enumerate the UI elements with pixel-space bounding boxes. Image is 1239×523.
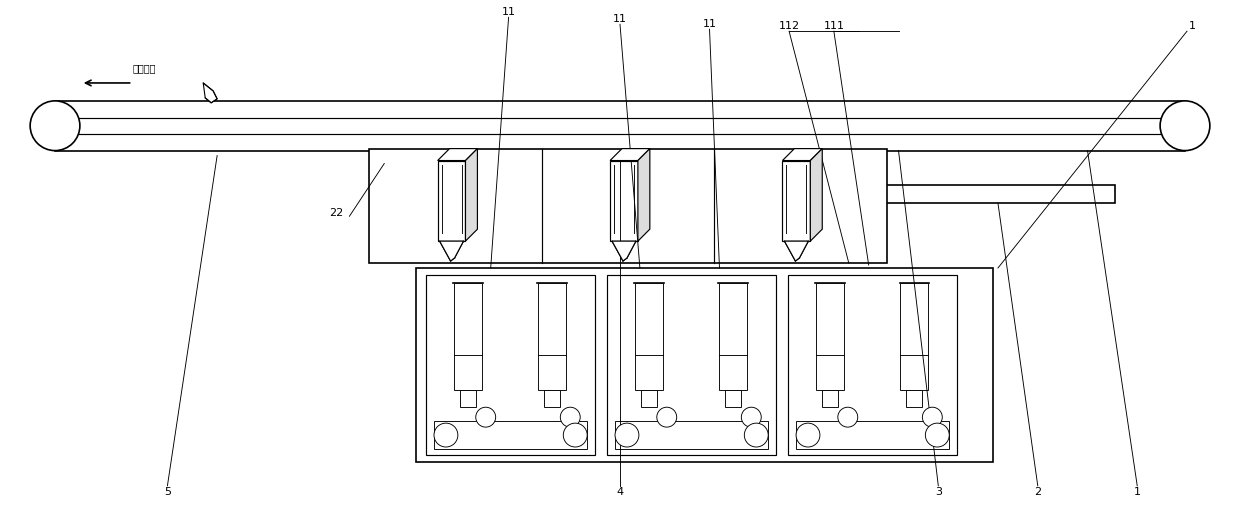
Ellipse shape bbox=[564, 423, 587, 447]
Ellipse shape bbox=[1160, 101, 1209, 151]
Bar bbox=[369, 149, 887, 263]
Text: 11: 11 bbox=[613, 14, 627, 24]
Polygon shape bbox=[466, 149, 477, 241]
Polygon shape bbox=[784, 241, 808, 261]
Polygon shape bbox=[610, 149, 649, 161]
Bar bbox=[901, 283, 928, 390]
Bar bbox=[544, 390, 560, 407]
Text: 111: 111 bbox=[824, 21, 844, 31]
Bar bbox=[434, 421, 587, 449]
Bar bbox=[607, 275, 776, 455]
Ellipse shape bbox=[434, 423, 458, 447]
Bar bbox=[817, 283, 844, 390]
Bar bbox=[795, 421, 949, 449]
Bar bbox=[907, 390, 922, 407]
Ellipse shape bbox=[926, 423, 949, 447]
Text: 送进压机: 送进压机 bbox=[133, 63, 156, 73]
Polygon shape bbox=[783, 149, 823, 161]
Bar bbox=[610, 161, 638, 241]
Bar bbox=[426, 275, 595, 455]
Bar bbox=[788, 275, 958, 455]
Bar bbox=[641, 390, 657, 407]
Bar bbox=[416, 268, 992, 462]
Ellipse shape bbox=[795, 423, 820, 447]
Text: 5: 5 bbox=[164, 487, 171, 497]
Ellipse shape bbox=[745, 423, 768, 447]
Bar bbox=[634, 283, 663, 390]
Text: 3: 3 bbox=[934, 487, 942, 497]
Bar bbox=[460, 390, 476, 407]
Polygon shape bbox=[203, 83, 217, 103]
Ellipse shape bbox=[657, 407, 676, 427]
Ellipse shape bbox=[560, 407, 580, 427]
Ellipse shape bbox=[838, 407, 857, 427]
Ellipse shape bbox=[615, 423, 639, 447]
Bar bbox=[453, 283, 482, 390]
Text: 11: 11 bbox=[502, 7, 515, 17]
Polygon shape bbox=[440, 241, 463, 261]
Bar bbox=[783, 161, 810, 241]
Bar bbox=[720, 283, 747, 390]
Bar bbox=[615, 421, 768, 449]
Polygon shape bbox=[437, 149, 477, 161]
Text: 112: 112 bbox=[778, 21, 799, 31]
Ellipse shape bbox=[741, 407, 761, 427]
Bar bbox=[437, 161, 466, 241]
Text: 22: 22 bbox=[330, 208, 343, 218]
Text: 1: 1 bbox=[1134, 487, 1141, 497]
Bar bbox=[821, 390, 838, 407]
Bar bbox=[807, 186, 1115, 203]
Bar bbox=[725, 390, 741, 407]
Ellipse shape bbox=[476, 407, 496, 427]
Bar bbox=[539, 283, 566, 390]
Text: 2: 2 bbox=[1035, 487, 1041, 497]
Text: 1: 1 bbox=[1188, 21, 1196, 31]
Ellipse shape bbox=[30, 101, 79, 151]
Polygon shape bbox=[810, 149, 823, 241]
Polygon shape bbox=[612, 241, 636, 261]
Polygon shape bbox=[638, 149, 649, 241]
Ellipse shape bbox=[922, 407, 943, 427]
Text: 11: 11 bbox=[703, 19, 716, 29]
Text: 4: 4 bbox=[617, 487, 623, 497]
